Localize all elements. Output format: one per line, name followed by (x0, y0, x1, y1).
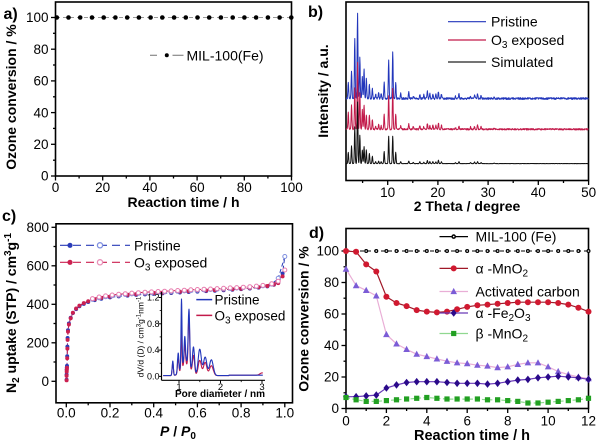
svg-text:20: 20 (95, 180, 110, 195)
svg-text:80: 80 (324, 275, 339, 290)
svg-text:20: 20 (430, 185, 445, 200)
svg-text:30: 30 (481, 185, 496, 200)
svg-text:0.2: 0.2 (101, 406, 120, 421)
svg-text:Pristine: Pristine (491, 14, 538, 30)
svg-text:10: 10 (541, 414, 556, 429)
svg-text:12: 12 (581, 414, 596, 429)
svg-text:Simulated: Simulated (491, 54, 553, 70)
svg-text:20: 20 (33, 137, 48, 152)
svg-text:200: 200 (26, 336, 49, 351)
svg-text:2 Theta / degree: 2 Theta / degree (414, 198, 521, 214)
svg-text:100: 100 (316, 244, 339, 259)
svg-text:40: 40 (33, 105, 48, 120)
svg-text:40: 40 (531, 185, 546, 200)
svg-text:1: 1 (176, 382, 181, 393)
svg-text:0: 0 (331, 401, 339, 416)
svg-text:80: 80 (33, 42, 48, 57)
svg-text:Pristine: Pristine (215, 293, 260, 308)
svg-text:O3 exposed: O3 exposed (215, 308, 286, 326)
svg-text:Pore diameter / nm: Pore diameter / nm (175, 389, 265, 400)
svg-text:Intensity / a.u.: Intensity / a.u. (315, 44, 331, 137)
svg-text:60: 60 (324, 307, 339, 322)
svg-text:a): a) (4, 6, 18, 23)
svg-text:3: 3 (259, 382, 264, 393)
svg-text:Reaction time / h: Reaction time / h (414, 428, 530, 443)
svg-text:α -Fe2O3: α -Fe2O3 (476, 305, 531, 324)
svg-text:1.0: 1.0 (275, 406, 294, 421)
svg-text:0.0: 0.0 (57, 406, 76, 421)
svg-text:MIL-100(Fe): MIL-100(Fe) (187, 47, 264, 63)
svg-text:40: 40 (142, 180, 157, 195)
svg-text:MIL-100 (Fe): MIL-100 (Fe) (476, 229, 557, 245)
svg-text:0.4: 0.4 (144, 406, 163, 421)
svg-text:0: 0 (342, 414, 350, 429)
svg-text:d): d) (309, 225, 324, 242)
svg-text:0.8: 0.8 (147, 319, 160, 329)
svg-text:20: 20 (324, 370, 339, 385)
svg-text:0.0: 0.0 (147, 372, 160, 382)
svg-text:Ozone conversion / %: Ozone conversion / % (296, 246, 312, 392)
svg-text:6: 6 (463, 414, 471, 429)
svg-text:α -MnO2: α -MnO2 (476, 260, 529, 279)
svg-text:0: 0 (52, 180, 60, 195)
svg-text:Reaction time / h: Reaction time / h (127, 194, 239, 210)
svg-text:0: 0 (41, 169, 49, 184)
svg-text:100: 100 (26, 10, 49, 25)
svg-text:400: 400 (26, 297, 49, 312)
svg-text:8: 8 (504, 414, 512, 429)
svg-text:4: 4 (423, 414, 431, 429)
svg-text:O3 exposed: O3 exposed (491, 32, 564, 51)
svg-text:Activated carbon: Activated carbon (476, 284, 580, 300)
svg-text:2: 2 (218, 382, 223, 393)
svg-text:2: 2 (383, 414, 391, 429)
svg-text:0.8: 0.8 (232, 406, 251, 421)
svg-text:Pristine: Pristine (134, 237, 181, 253)
svg-text:0.6: 0.6 (188, 406, 207, 421)
svg-text:100: 100 (280, 180, 303, 195)
svg-text:1.2: 1.2 (147, 293, 160, 303)
svg-text:40: 40 (324, 338, 339, 353)
svg-text:β -MnO2: β -MnO2 (476, 326, 529, 345)
svg-text:0: 0 (41, 374, 49, 389)
svg-text:10: 10 (380, 185, 395, 200)
svg-text:60: 60 (33, 74, 48, 89)
svg-text:O3 exposed: O3 exposed (134, 254, 207, 273)
svg-text:800: 800 (26, 220, 49, 235)
svg-text:b): b) (308, 4, 323, 21)
svg-text:0.4: 0.4 (147, 345, 160, 355)
svg-text:80: 80 (237, 180, 252, 195)
svg-text:Ozone conversion / %: Ozone conversion / % (3, 24, 19, 170)
svg-text:c): c) (2, 208, 16, 225)
svg-text:P / P0: P / P0 (160, 423, 196, 442)
svg-text:N2 uptake (STP) / cm3g-1: N2 uptake (STP) / cm3g-1 (3, 233, 22, 394)
svg-text:dV/d (D) / cm3g-1nm-1: dV/d (D) / cm3g-1nm-1 (136, 296, 146, 377)
svg-text:60: 60 (190, 180, 205, 195)
svg-text:50: 50 (581, 185, 596, 200)
svg-text:600: 600 (26, 259, 49, 274)
